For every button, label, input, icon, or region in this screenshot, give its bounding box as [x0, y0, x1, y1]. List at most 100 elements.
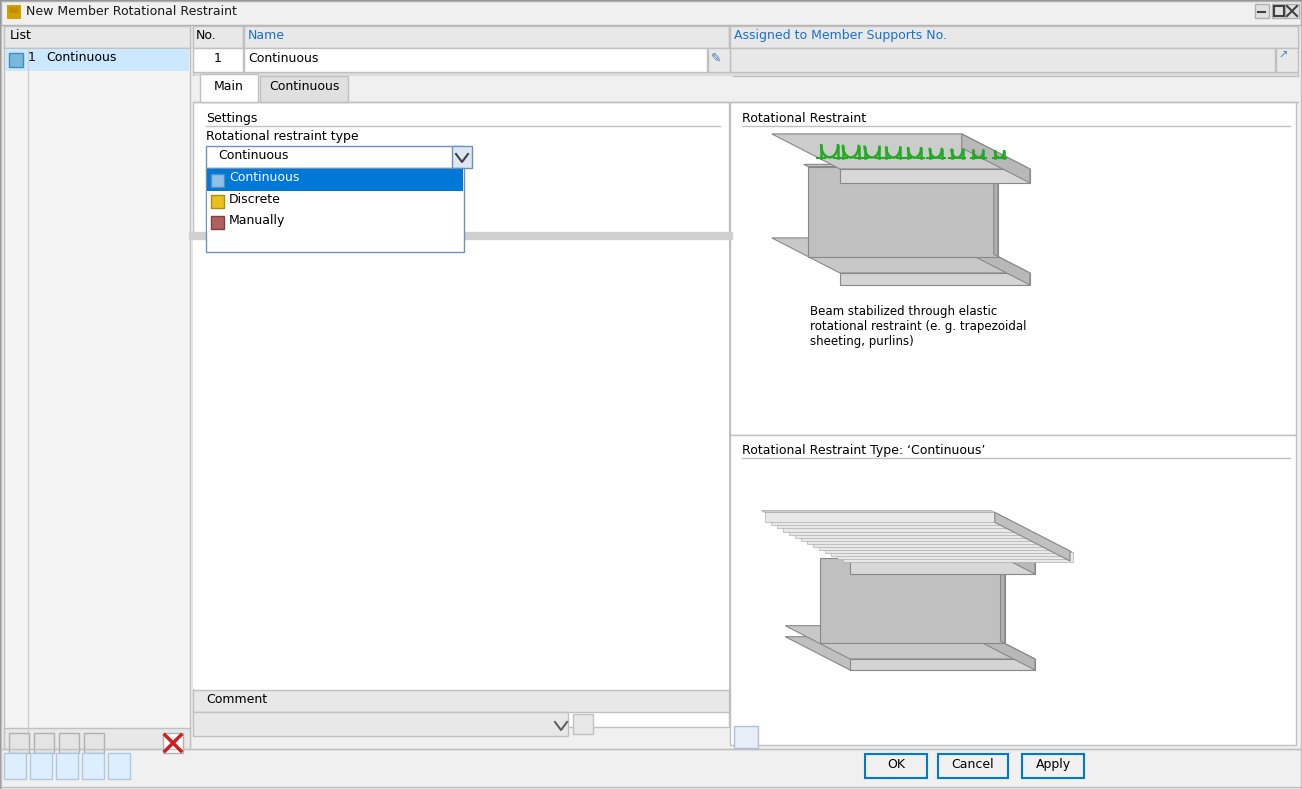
- Polygon shape: [822, 541, 1055, 543]
- Bar: [193, 239, 729, 689]
- Text: Comment: Comment: [206, 693, 267, 706]
- Bar: [211, 195, 224, 208]
- Polygon shape: [768, 514, 1001, 515]
- Bar: [452, 146, 473, 168]
- Bar: [1273, 6, 1284, 16]
- Text: Apply: Apply: [1035, 758, 1070, 771]
- Bar: [163, 733, 184, 753]
- Bar: [1285, 4, 1299, 18]
- Polygon shape: [840, 169, 1030, 183]
- Polygon shape: [785, 637, 1035, 670]
- Polygon shape: [850, 659, 1035, 670]
- Bar: [243, 26, 729, 48]
- Polygon shape: [771, 515, 1001, 525]
- Polygon shape: [993, 164, 997, 256]
- Polygon shape: [772, 134, 1030, 169]
- Bar: [734, 726, 758, 748]
- Bar: [211, 216, 224, 229]
- Polygon shape: [773, 517, 1006, 518]
- Bar: [243, 48, 707, 72]
- Text: List: List: [10, 29, 31, 42]
- Polygon shape: [785, 626, 1035, 659]
- Bar: [59, 733, 79, 753]
- Bar: [207, 212, 464, 233]
- Bar: [193, 72, 1298, 76]
- Bar: [1, 1, 1301, 25]
- Polygon shape: [798, 529, 1031, 531]
- Polygon shape: [810, 536, 1043, 537]
- Text: Assigned to Member Supports No.: Assigned to Member Supports No.: [734, 29, 947, 42]
- Text: Discrete: Discrete: [229, 193, 281, 206]
- Bar: [4, 728, 190, 764]
- Bar: [1276, 48, 1298, 72]
- Bar: [34, 733, 53, 753]
- Bar: [193, 76, 733, 102]
- Polygon shape: [783, 522, 1013, 532]
- Bar: [1272, 4, 1286, 18]
- Bar: [4, 26, 190, 746]
- Bar: [730, 435, 1295, 745]
- Text: Continuous: Continuous: [46, 51, 116, 64]
- Text: ✎: ✎: [711, 52, 721, 65]
- Polygon shape: [815, 538, 1049, 540]
- Bar: [1022, 754, 1085, 778]
- Polygon shape: [809, 166, 997, 256]
- Polygon shape: [819, 540, 1049, 550]
- Bar: [193, 26, 1298, 48]
- Bar: [193, 26, 243, 48]
- Polygon shape: [794, 528, 1025, 538]
- Bar: [82, 753, 104, 779]
- Polygon shape: [833, 548, 1066, 549]
- Text: New Member Rotational Restraint: New Member Rotational Restraint: [26, 5, 237, 18]
- Bar: [865, 754, 927, 778]
- Polygon shape: [801, 531, 1031, 540]
- Bar: [85, 733, 104, 753]
- Polygon shape: [840, 551, 1073, 552]
- Bar: [5, 49, 189, 71]
- Bar: [708, 48, 730, 72]
- Bar: [7, 5, 21, 19]
- Bar: [211, 174, 224, 187]
- Bar: [207, 169, 464, 191]
- Polygon shape: [772, 238, 1030, 273]
- Polygon shape: [837, 549, 1066, 559]
- Polygon shape: [792, 526, 1025, 528]
- Bar: [730, 102, 1295, 435]
- Text: Rotational restraint type: Rotational restraint type: [206, 130, 358, 143]
- Polygon shape: [777, 518, 1006, 529]
- Text: Beam stabilized through elastic
rotational restraint (e. g. trapezoidal
sheeting: Beam stabilized through elastic rotation…: [810, 305, 1026, 348]
- Text: Continuous: Continuous: [229, 171, 299, 184]
- Polygon shape: [1000, 556, 1005, 644]
- Bar: [193, 48, 243, 72]
- Bar: [260, 76, 348, 102]
- Polygon shape: [764, 512, 995, 522]
- Polygon shape: [995, 512, 1070, 561]
- Polygon shape: [803, 164, 997, 166]
- Bar: [4, 753, 26, 779]
- Polygon shape: [820, 559, 1005, 644]
- Bar: [573, 714, 592, 734]
- Polygon shape: [780, 520, 1013, 522]
- Polygon shape: [970, 528, 1035, 574]
- Text: Continuous: Continuous: [268, 80, 340, 93]
- Bar: [30, 753, 52, 779]
- Text: Cancel: Cancel: [952, 758, 995, 771]
- Text: OK: OK: [887, 758, 905, 771]
- Polygon shape: [803, 533, 1036, 534]
- Text: Main: Main: [214, 80, 243, 93]
- Bar: [193, 690, 729, 712]
- Bar: [9, 53, 23, 67]
- Polygon shape: [812, 537, 1043, 547]
- Polygon shape: [831, 546, 1061, 556]
- Polygon shape: [962, 134, 1030, 183]
- Polygon shape: [807, 534, 1036, 544]
- Bar: [9, 7, 20, 13]
- Polygon shape: [842, 552, 1073, 563]
- Bar: [206, 146, 464, 168]
- Text: Manually: Manually: [229, 214, 285, 227]
- Bar: [193, 102, 729, 727]
- Polygon shape: [785, 528, 1035, 561]
- Bar: [201, 74, 258, 102]
- Polygon shape: [850, 561, 1035, 574]
- Bar: [730, 48, 1275, 72]
